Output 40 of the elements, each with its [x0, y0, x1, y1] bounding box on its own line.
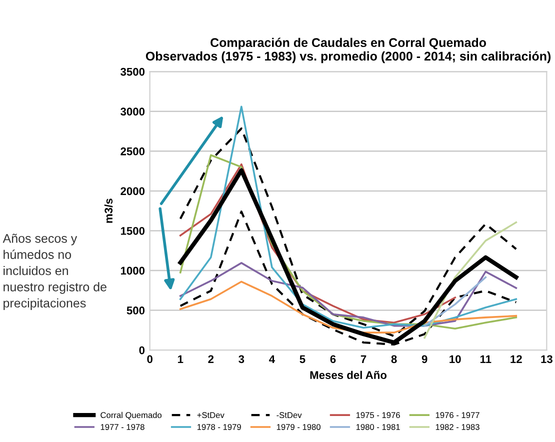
x-tick-label: 8 [391, 355, 397, 364]
legend-label: 1977 - 1978 [100, 424, 144, 430]
line-series [178, 168, 518, 345]
x-tick-label: 12 [510, 355, 522, 363]
legend-label: 1976 - 1977 [436, 412, 480, 418]
x-tick-label: 5 [300, 355, 306, 364]
legend-label: -StDev [276, 412, 302, 418]
legend-label: +StDev [197, 412, 224, 418]
y-tick-label: 0 [139, 346, 145, 354]
text: Años secos y húmedos no incluidos en nuestro registro de precipitaciones [2, 234, 106, 310]
y-tick-label: 3500 [120, 68, 145, 76]
y-tick-label: 1000 [120, 266, 145, 275]
legend-label: 1979 - 1980 [276, 424, 320, 430]
legend-label: Corral Quemado [100, 412, 162, 420]
x-tick-label: 2 [208, 355, 214, 363]
legend-label: 1978 - 1979 [197, 424, 241, 430]
y-tick-label: 2000 [120, 187, 145, 196]
x-tick-label: 0 [147, 355, 152, 364]
x-tick-label: 9 [422, 355, 428, 364]
y-tick-label: 2500 [120, 147, 145, 156]
legend-label: 1980 - 1981 [356, 424, 400, 430]
x-tick-label: 1 [178, 355, 184, 363]
x-tick-label: 7 [360, 355, 366, 363]
y-axis-title: m3/s [104, 198, 113, 223]
x-tick-label: 10 [450, 355, 461, 364]
line-series [424, 221, 518, 339]
legend-label: 1982 - 1983 [436, 424, 480, 430]
x-tick-label: 4 [269, 355, 275, 363]
y-tick-label: 500 [126, 306, 145, 314]
y-tick-label: 3000 [120, 108, 145, 116]
x-tick-label: 13 [541, 355, 552, 364]
x-tick-label: 3 [238, 355, 244, 364]
x-tick-label: 11 [480, 355, 492, 363]
x-axis-title: Meses del Año [310, 370, 387, 379]
chart-title: Comparación de Caudales en Corral Quemado Observados (1975 - 1983) vs. promedio (2000 - 2014; sin calibración) [146, 38, 551, 64]
legend-label: 1975 - 1976 [356, 412, 400, 418]
y-tick-label: 1500 [120, 226, 145, 235]
line-series [179, 280, 518, 334]
line-series [179, 262, 518, 327]
x-tick-label: 6 [330, 355, 336, 364]
